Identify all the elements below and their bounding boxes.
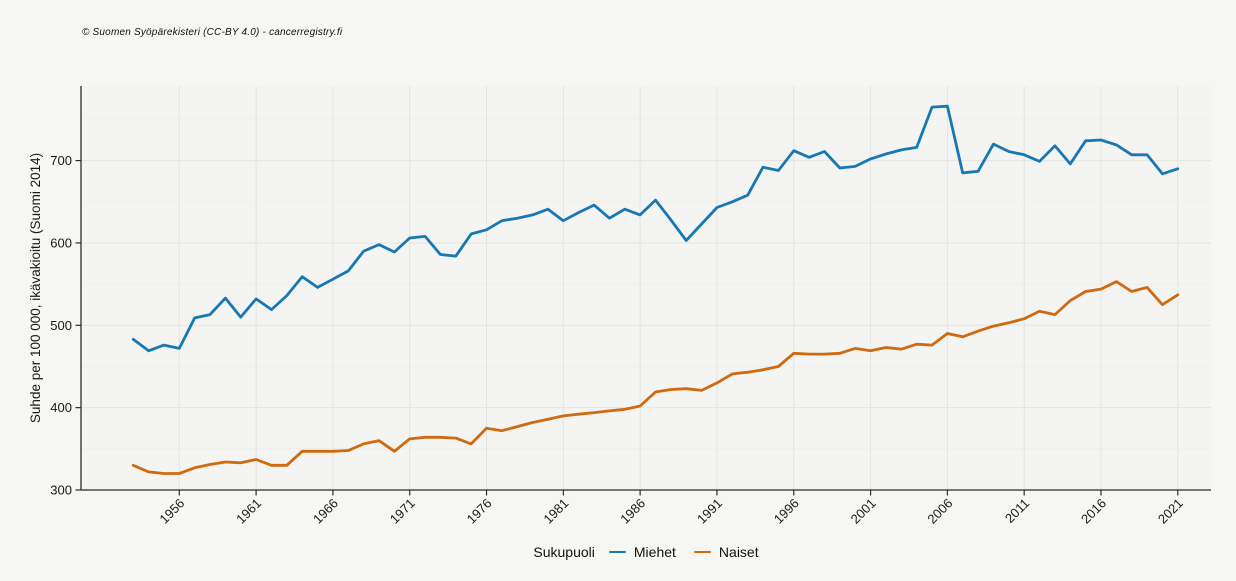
x-tick-label: 1971 [387,496,418,527]
legend-item-naiset: Naiset [693,544,759,560]
axes [80,86,1211,491]
x-tick-label: 1981 [540,496,571,527]
x-tick-label: 1996 [771,496,802,527]
legend: Sukupuoli Miehet Naiset [81,544,1211,560]
x-tick-label: 1961 [233,496,264,527]
y-axis-title: Suhde per 100 000, ikävakioitu (Suomi 20… [28,153,43,423]
legend-swatch-naiset [693,550,711,554]
legend-swatch-miehet [608,550,626,554]
y-tick-labels: 300 400 500 600 700 [50,153,72,497]
x-tick-label: 2006 [924,496,955,527]
x-tick-label: 2011 [1002,496,1032,526]
x-tick-labels: 1956 1961 1966 1971 1976 1981 1986 1991 1996 2001… [156,496,1186,527]
y-tick-label: 300 [50,483,72,498]
tick-marks [75,159,1179,496]
y-tick-label: 400 [50,400,72,415]
series-line-miehet [131,104,1180,353]
plot-panel [81,86,1211,490]
legend-item-miehet: Miehet [608,544,676,560]
y-tick-label: 500 [50,318,72,333]
y-tick-label: 600 [50,235,72,250]
x-tick-label: 1966 [310,496,341,527]
x-tick-label: 1956 [156,496,187,527]
legend-title: Sukupuoli [533,544,595,560]
copyright-title: © Suomen Syöpärekisteri (CC-BY 4.0) - ca… [82,27,343,38]
x-tick-label: 2021 [1155,496,1186,527]
x-tick-label: 1986 [617,496,648,527]
y-tick-label: 700 [50,153,72,168]
minor-gridlines [81,119,1211,450]
x-tick-label: 2016 [1078,496,1109,527]
series-line-naiset [131,280,1180,475]
legend-label-miehet: Miehet [633,544,676,560]
x-tick-label: 1976 [464,496,495,527]
x-tick-label: 2001 [848,496,879,527]
legend-label-naiset: Naiset [718,544,759,560]
x-tick-label: 1991 [694,496,725,527]
